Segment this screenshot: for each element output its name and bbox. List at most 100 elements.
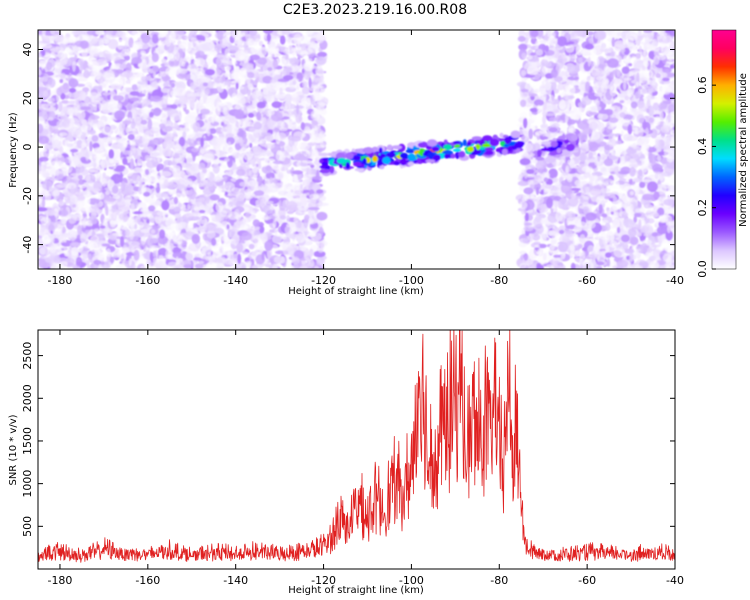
- heatmap-cell: [300, 97, 311, 108]
- heatmap-cell: [45, 257, 52, 263]
- heatmap-cell: [260, 160, 269, 167]
- heatmap-cell: [259, 47, 268, 57]
- heatmap-cell: [161, 200, 170, 211]
- heatmap-cell: [269, 205, 276, 211]
- heatmap-cell: [94, 170, 101, 179]
- heatmap-cell: [224, 157, 230, 162]
- heatmap-cell: [212, 83, 219, 88]
- heatmap-cell: [222, 56, 231, 66]
- heatmap-cell: [129, 230, 134, 240]
- heatmap-cell: [216, 30, 224, 41]
- heatmap-cell: [123, 140, 128, 147]
- heatmap-cell: [271, 30, 279, 36]
- heatmap-cell: [57, 153, 62, 158]
- heatmap-cell: [198, 209, 206, 214]
- heatmap-cell: [185, 251, 195, 261]
- heatmap-cell: [151, 52, 159, 63]
- heatmap-cell: [314, 125, 318, 131]
- heatmap-cell: [69, 214, 81, 218]
- heatmap-cell: [220, 164, 224, 169]
- heatmap-cell: [251, 90, 263, 101]
- heatmap-cell: [66, 143, 74, 148]
- heatmap-cell: [150, 229, 156, 235]
- heatmap-cell: [64, 251, 69, 257]
- heatmap-cell: [306, 176, 310, 186]
- heatmap-cell: [253, 98, 257, 109]
- heatmap-cell: [56, 87, 63, 96]
- heatmap-cell: [75, 191, 88, 196]
- heatmap-cell: [272, 213, 280, 217]
- heatmap-cell: [38, 187, 45, 192]
- heatmap-cell: [54, 34, 64, 45]
- heatmap-cell: [238, 120, 251, 126]
- heatmap-cell: [170, 75, 175, 81]
- heatmap-cell: [41, 50, 46, 57]
- heatmap-cell: [272, 59, 278, 68]
- heatmap-cell: [261, 132, 272, 137]
- heatmap-cell: [245, 132, 251, 137]
- heatmap-cell: [152, 65, 160, 73]
- heatmap-cell: [200, 108, 210, 115]
- heatmap-cell: [43, 189, 50, 198]
- heatmap-cell: [194, 91, 202, 97]
- heatmap-cell: [42, 74, 50, 79]
- heatmap-cell: [122, 167, 134, 177]
- heatmap-cell: [194, 40, 206, 44]
- heatmap-cell: [292, 80, 297, 85]
- heatmap-cell: [47, 97, 56, 103]
- heatmap-cell: [234, 109, 245, 120]
- heatmap-cell: [234, 95, 246, 106]
- heatmap-cell: [225, 133, 235, 138]
- heatmap-cell: [100, 160, 106, 168]
- heatmap-cell: [279, 127, 288, 132]
- heatmap-cell: [245, 64, 254, 72]
- heatmap-cell: [44, 209, 56, 216]
- heatmap-cell: [264, 143, 275, 150]
- heatmap-cell: [309, 65, 320, 69]
- heatmap-cell: [101, 183, 107, 195]
- heatmap-cell: [206, 230, 216, 239]
- heatmap-cell: [274, 171, 284, 181]
- heatmap-cell: [202, 188, 215, 195]
- heatmap-cell: [76, 78, 88, 82]
- heatmap-cell: [134, 134, 140, 140]
- heatmap-cell: [286, 259, 294, 268]
- heatmap-cell: [185, 109, 190, 115]
- heatmap-cell: [224, 191, 229, 196]
- heatmap-cell: [101, 71, 112, 79]
- heatmap-cell: [132, 265, 137, 269]
- heatmap-cell: [200, 76, 210, 83]
- heatmap-cell: [218, 185, 230, 189]
- heatmap-cell: [90, 217, 98, 225]
- heatmap-cell: [130, 97, 140, 102]
- heatmap-cell: [239, 218, 246, 229]
- heatmap-cell: [152, 33, 159, 44]
- heatmap-cell: [262, 117, 267, 124]
- heatmap-cell: [257, 163, 262, 170]
- heatmap-cell: [279, 215, 287, 220]
- heatmap-cell: [124, 94, 129, 101]
- heatmap-cell: [145, 65, 151, 74]
- heatmap-cell: [222, 74, 226, 83]
- heatmap-cell: [267, 184, 279, 193]
- heatmap-cell: [304, 129, 314, 134]
- heatmap-cell: [305, 31, 314, 35]
- heatmap-cell: [187, 138, 191, 145]
- heatmap-cell: [301, 160, 313, 164]
- heatmap-cell: [38, 103, 45, 109]
- heatmap-cell: [186, 203, 191, 210]
- heatmap-cell: [301, 107, 306, 118]
- heatmap-cell: [154, 199, 160, 206]
- heatmap-cell: [82, 259, 93, 264]
- heatmap-cell: [73, 100, 80, 110]
- heatmap-cell: [122, 150, 131, 155]
- heatmap-cell: [119, 63, 127, 69]
- heatmap-cell: [177, 68, 188, 74]
- heatmap-cell: [56, 76, 61, 80]
- heatmap-cell: [128, 241, 140, 247]
- heatmap-cell: [188, 189, 196, 200]
- heatmap-cell: [285, 247, 294, 252]
- heatmap-cell: [250, 44, 259, 55]
- heatmap-cell: [187, 225, 194, 229]
- heatmap-cell: [140, 76, 149, 82]
